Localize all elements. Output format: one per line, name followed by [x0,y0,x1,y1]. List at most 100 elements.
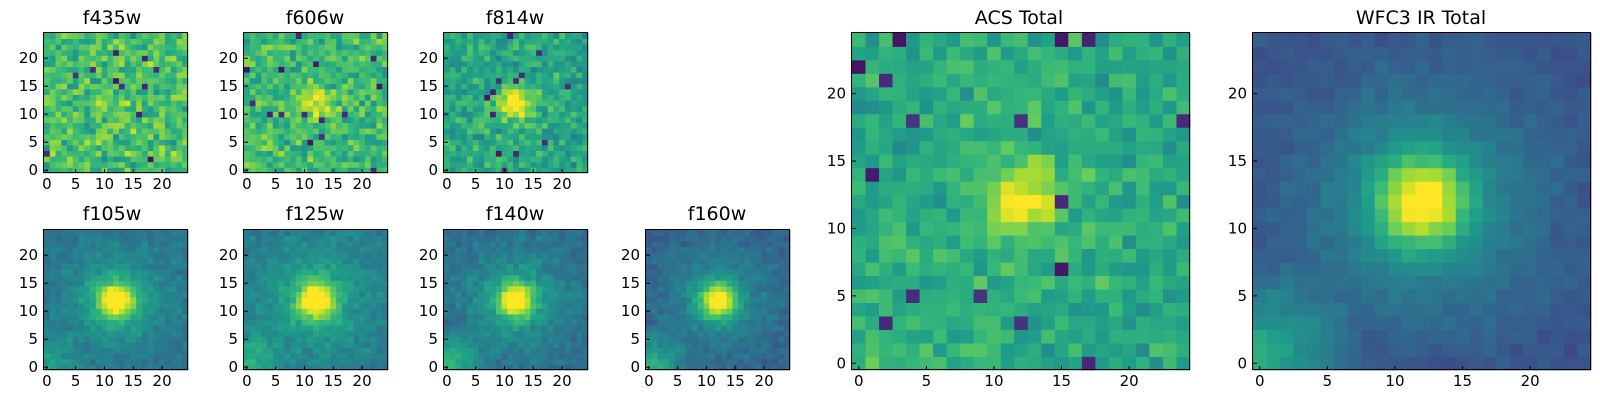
heatmap-cell [1095,167,1110,182]
heatmap-cell [478,44,485,51]
heatmap-cell [784,297,791,304]
heatmap-cell [1000,302,1015,317]
heatmap-cell [159,100,166,107]
heatmap-cell [657,364,664,371]
heatmap-cell [518,330,526,337]
heatmap-cell [973,343,988,357]
heatmap-cell [559,347,566,354]
x-tick-label: 0 [42,175,52,193]
heatmap-cell [359,314,366,320]
heatmap-cell [336,55,343,62]
heatmap-cell [124,83,131,90]
heatmap-cell [686,314,693,320]
heatmap-cell [518,111,526,118]
heatmap-cell [743,280,751,287]
heatmap-cell [778,286,785,292]
heatmap-cells [44,230,189,371]
heatmap-cell [674,319,681,326]
heatmap-cell [778,364,785,371]
heatmap-cell [107,66,114,73]
heatmap-cell [946,262,961,277]
heatmap-cell [295,33,302,39]
heatmap-cell [261,258,268,264]
heatmap-cell [118,330,126,337]
heatmap-cell [1027,235,1042,250]
heatmap-cell [761,297,768,304]
heatmap-cell [244,89,251,95]
heatmap-cell [946,289,961,303]
heatmap-cell [49,128,56,135]
heatmap-cell [61,330,68,337]
heatmap-cell [267,139,274,146]
heatmap-cell [524,100,531,107]
heatmap-cell [547,49,554,56]
heatmap-cell [78,44,85,51]
heatmap-cell [153,133,160,140]
heatmap-cell [347,286,354,292]
heatmap-cell [278,61,285,67]
heatmap-cell [153,49,160,56]
heatmap-cell [272,111,279,118]
heatmap-cell [720,358,728,365]
heatmap-cell [582,230,589,236]
heatmap-cell [484,77,491,84]
heatmap-cell [501,128,508,135]
heatmap-cell [141,297,149,304]
heatmap-cell [495,308,502,315]
heatmap-cell [472,89,479,95]
heatmap-cell [370,122,377,129]
heatmap-cell [1135,167,1150,182]
heatmap-cell [107,100,114,107]
heatmap-cell [49,347,56,354]
heatmap-cell [244,235,251,242]
heatmap-cell [449,302,456,309]
heatmap-cell [182,274,189,281]
heatmap-cell [524,286,531,292]
heatmap-cell [170,150,177,157]
heatmap-cell [176,314,183,320]
heatmap-cell [124,100,131,107]
heatmap-cell [536,55,543,62]
heatmap-cell [686,297,693,304]
heatmap-cell [61,33,68,39]
heatmap-cell [113,246,120,253]
heatmap-cell [359,258,366,264]
heatmap-cell [1149,356,1164,371]
heatmap-cell [353,100,360,107]
heatmap-cell [153,145,160,151]
heatmap-cell [541,128,549,135]
heatmap-cell [518,342,526,348]
heatmap-cell [576,161,583,168]
heatmap-cell [570,66,577,73]
heatmap-cell [663,330,670,337]
heatmap-cell [55,117,62,123]
heatmap-cell [651,308,658,315]
heatmap-cell [301,336,308,343]
heatmap-cell [743,297,751,304]
heatmap-cell [272,297,279,304]
heatmap-cell [570,302,577,309]
heatmap-cell [84,342,91,348]
heatmap-cell [1081,275,1096,290]
heatmap-cell [973,127,988,142]
heatmap-cell [118,156,126,163]
heatmap-cell [67,128,74,135]
heatmap-cell [582,358,589,365]
heatmap-cell [1000,181,1015,196]
heatmap-cell [547,308,554,315]
heatmap-cell [49,72,56,79]
heatmap-cell [130,246,137,253]
heatmap-cell [478,280,485,287]
heatmap-cell [284,66,291,73]
heatmap-cell [278,72,285,79]
heatmap-cell [490,44,497,51]
heatmap-cell [501,139,508,146]
heatmap-cell [95,342,102,348]
heatmap-cell [107,342,114,348]
heatmap-cell [67,325,74,332]
heatmap-cell [1095,356,1110,371]
heatmap-cell [484,66,491,73]
heatmap-cell [353,263,360,270]
heatmap-cell [778,280,785,287]
